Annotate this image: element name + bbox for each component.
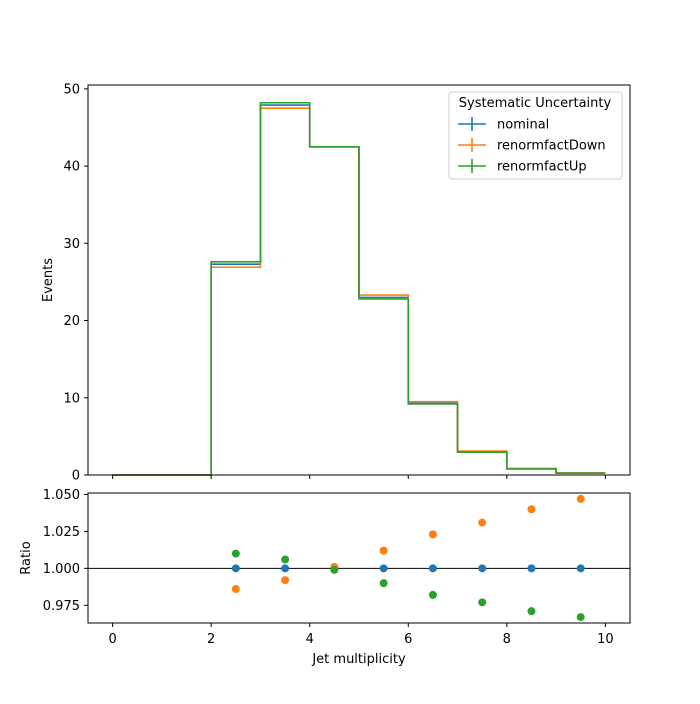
ratio-plot-frame xyxy=(87,492,631,624)
main-y-axis-label: Events xyxy=(41,258,56,302)
histogram-series-group xyxy=(112,101,606,476)
ratio-point-renormfactUp xyxy=(231,549,240,558)
ratio-point-renormfactDown xyxy=(281,576,290,585)
main-y-tick-label: 10 xyxy=(63,391,80,406)
ratio-point-renormfactUp xyxy=(379,579,388,588)
ratio-point-renormfactUp xyxy=(527,607,536,616)
ratio-point-nominal xyxy=(576,564,585,573)
ratio-point-renormfactUp xyxy=(281,555,290,564)
legend: Systematic Uncertainty nominal renormfact… xyxy=(448,91,623,180)
histogram-line-renormfactUp xyxy=(112,101,606,476)
main-plot-frame xyxy=(87,84,631,476)
ratio-point-renormfactDown xyxy=(478,518,487,527)
legend-items: nominal renormfactDown renormfactUp xyxy=(458,117,606,175)
legend-box xyxy=(448,91,623,180)
main-y-ticks: 0 10 20 30 40 50 xyxy=(63,82,88,484)
main-histogram-panel: 0 10 20 30 40 50 Events Systematic Uncertaint… xyxy=(41,82,631,484)
ratio-point-renormfactDown xyxy=(379,546,388,555)
ratio-point-renormfactUp xyxy=(478,598,487,607)
main-y-tick-label: 20 xyxy=(63,314,80,329)
legend-label-nominal: nominal xyxy=(497,118,549,133)
ratio-x-tick-label: 10 xyxy=(597,632,614,647)
ratio-y-tick-label: 1.000 xyxy=(43,562,80,577)
main-y-tick-label: 50 xyxy=(63,82,80,97)
legend-label-renormfactDown: renormfactDown xyxy=(497,139,606,154)
ratio-point-renormfactUp xyxy=(576,613,585,622)
ratio-point-nominal xyxy=(231,564,240,573)
ratio-points-group xyxy=(231,494,585,622)
ratio-point-nominal xyxy=(379,564,388,573)
main-y-tick-label: 40 xyxy=(63,160,80,175)
ratio-y-tick-label: 1.050 xyxy=(43,488,80,503)
ratio-point-renormfactDown xyxy=(231,585,240,594)
ratio-point-nominal xyxy=(281,564,290,573)
ratio-point-nominal xyxy=(428,564,437,573)
ratio-x-tick-label: 0 xyxy=(108,632,116,647)
ratio-point-renormfactUp xyxy=(330,565,339,574)
ratio-y-tick-label: 1.025 xyxy=(43,525,80,540)
ratio-x-tick-label: 2 xyxy=(207,632,215,647)
ratio-point-nominal xyxy=(478,564,487,573)
ratio-point-renormfactDown xyxy=(428,530,437,539)
ratio-x-ticks: 0 2 4 6 8 10 xyxy=(108,623,614,647)
ratio-point-renormfactUp xyxy=(428,590,437,599)
ratio-y-tick-label: 0.975 xyxy=(43,599,80,614)
ratio-y-ticks: 0.975 1.000 1.025 1.050 xyxy=(43,488,88,614)
main-y-tick-label: 0 xyxy=(72,469,80,484)
ratio-panel: 0.975 1.000 1.025 1.050 0 2 4 6 8 10 Ratio Jet m… xyxy=(19,488,631,667)
ratio-point-renormfactDown xyxy=(576,494,585,503)
legend-label-renormfactUp: renormfactUp xyxy=(497,160,587,175)
legend-title: Systematic Uncertainty xyxy=(459,96,612,111)
ratio-x-tick-label: 4 xyxy=(306,632,314,647)
ratio-y-axis-label: Ratio xyxy=(19,541,34,574)
ratio-point-renormfactDown xyxy=(527,505,536,514)
main-x-ticks xyxy=(112,475,606,479)
main-y-tick-label: 30 xyxy=(63,237,80,252)
ratio-x-axis-label: Jet multiplicity xyxy=(311,652,406,667)
ratio-point-nominal xyxy=(527,564,536,573)
ratio-x-tick-label: 8 xyxy=(503,632,511,647)
ratio-x-tick-label: 6 xyxy=(404,632,412,647)
ratio-plot-area xyxy=(88,493,630,623)
